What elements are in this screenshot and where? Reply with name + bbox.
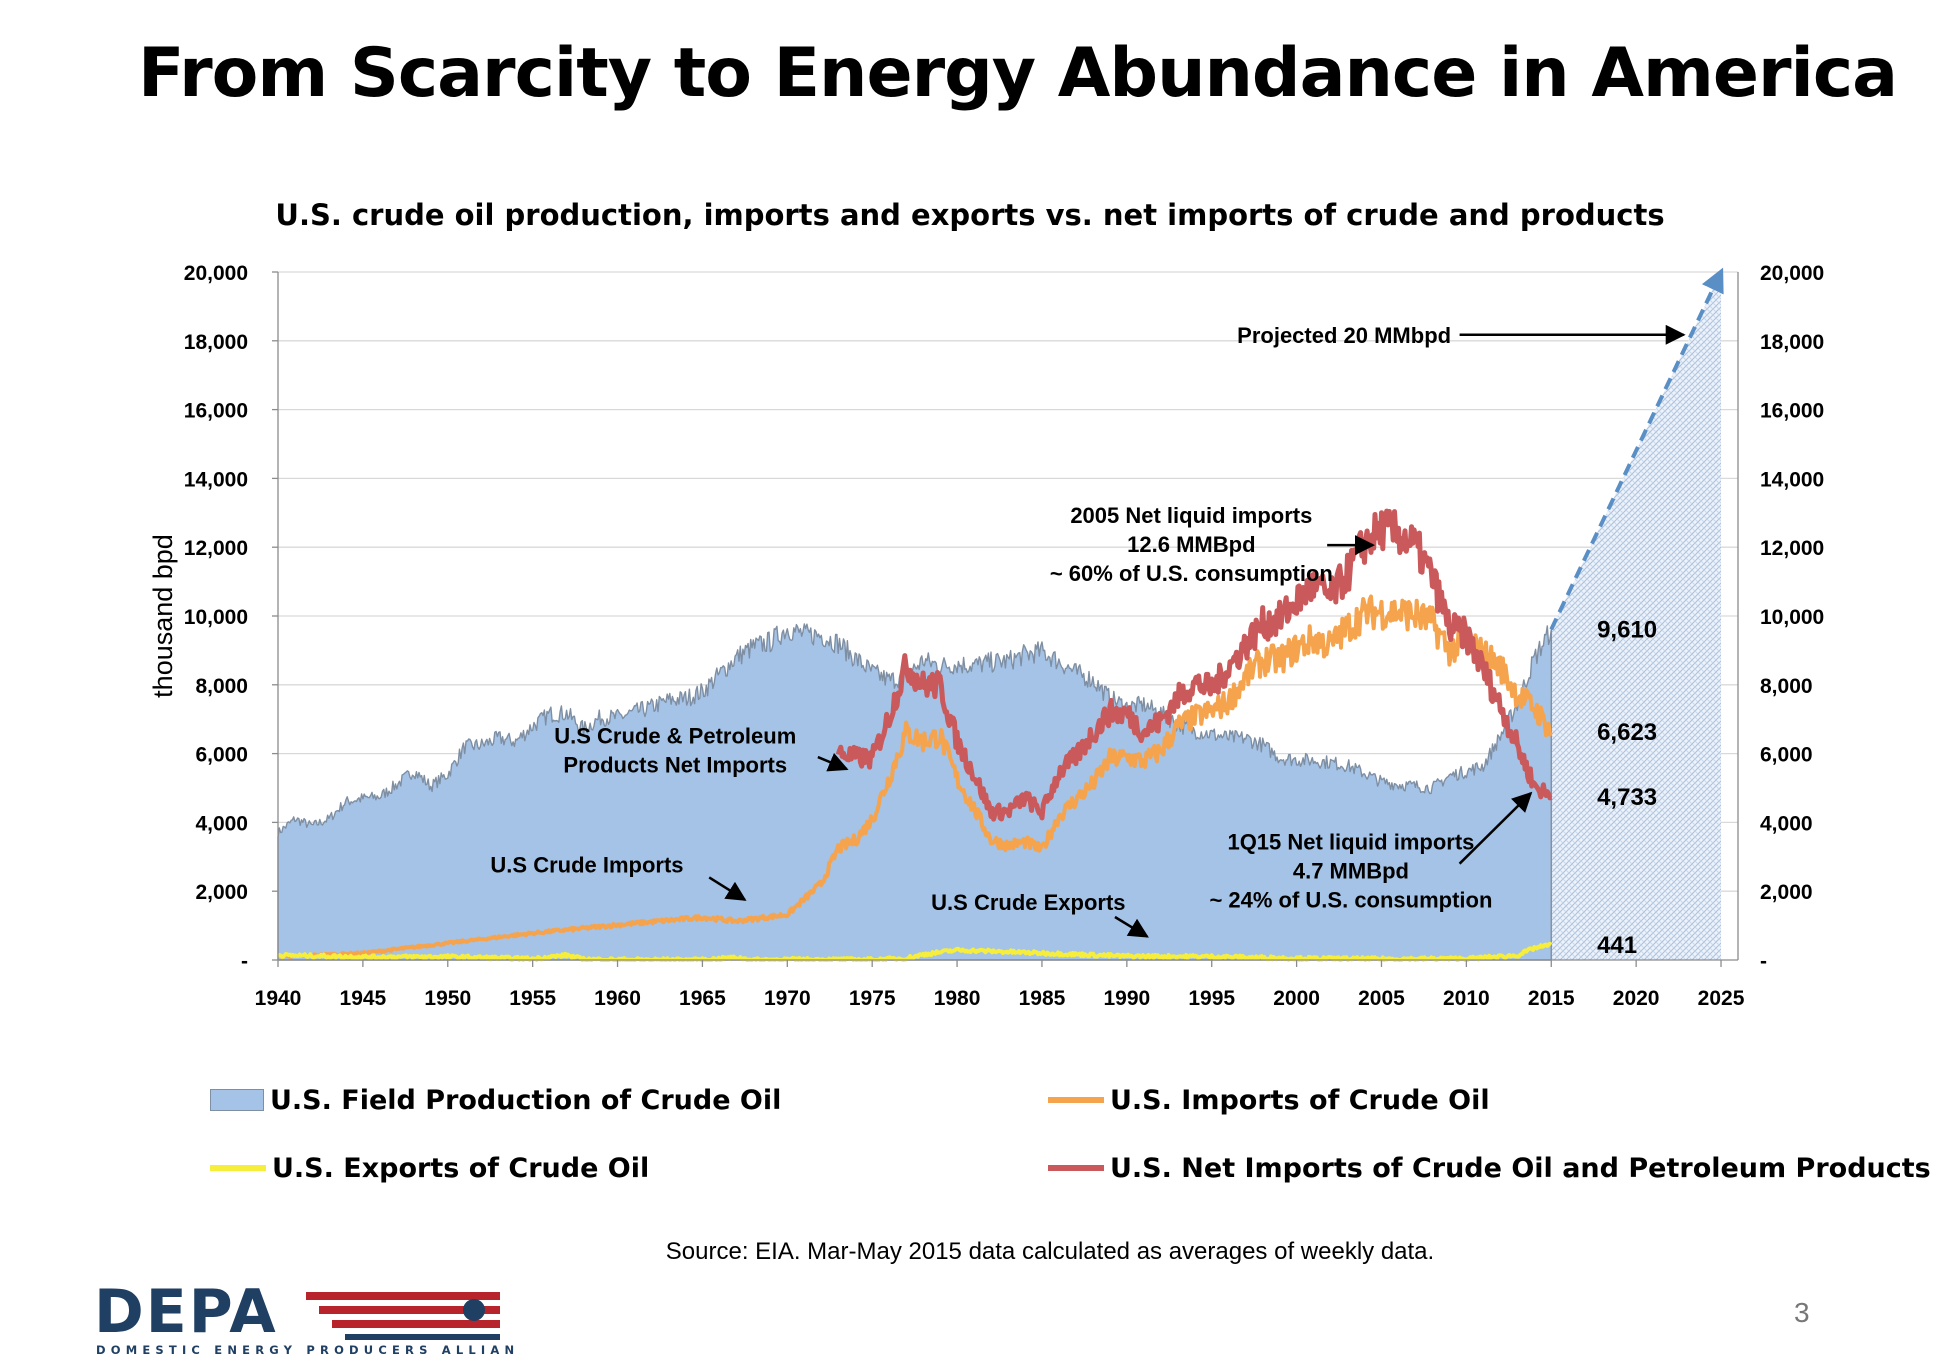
annotation-1q15-line-1: 4.7 MMBpd: [1293, 859, 1409, 884]
data-label-2: 4,733: [1597, 784, 1657, 811]
y-axis-label: thousand bpd: [148, 534, 178, 698]
legend-item-exports: U.S. Exports of Crude Oil: [210, 1150, 649, 1186]
annotation-1q15-line-0: 1Q15 Net liquid imports: [1227, 830, 1474, 855]
annotation-crude-exports-arrow: [1114, 915, 1149, 938]
annotation-crude-exports: U.S Crude Exports: [931, 890, 1125, 915]
page-title: From Scarcity to Energy Abundance in Ame…: [138, 34, 1898, 113]
annotation-crude-imports-arrow: [708, 876, 747, 901]
y-tick-right-18000: 18,000: [1760, 331, 1824, 354]
annotation-projected: Projected 20 MMbpd: [1237, 323, 1451, 348]
y-tick-right-20000: 20,000: [1760, 262, 1824, 285]
y-tick-right-8000: 8,000: [1760, 675, 1813, 698]
legend-label-exports: U.S. Exports of Crude Oil: [272, 1152, 650, 1184]
annotation-net-imports: U.S Crude & Petroleum Products Net Import…: [554, 723, 796, 777]
annotation-2005-peak-line-1: 12.6 MMBpd: [1127, 532, 1255, 557]
x-tick-2010: 2010: [1443, 987, 1490, 1010]
annotation-2005-peak-line-0: 2005 Net liquid imports: [1070, 503, 1312, 528]
x-tick-1965: 1965: [679, 987, 726, 1010]
annotation-2005-peak-line-2: ~ 60% of U.S. consumption: [1050, 561, 1333, 586]
x-tick-1985: 1985: [1019, 987, 1066, 1010]
annotation-1q15-line-2: ~ 24% of U.S. consumption: [1209, 888, 1492, 913]
annotation-1q15: 1Q15 Net liquid imports 4.7 MMBpd ~ 24% of…: [1209, 830, 1492, 913]
data-label-0: 9,610: [1597, 616, 1657, 643]
net-imports-line: [835, 508, 1553, 822]
projection-area: [1551, 272, 1722, 960]
y-tick-right-0: -: [1760, 950, 1767, 973]
y-tick-left-16000: 16,000: [184, 400, 248, 423]
annotation-projected-line-0: Projected 20 MMbpd: [1237, 323, 1451, 348]
legend-item-imports: U.S. Imports of Crude Oil: [1048, 1082, 1490, 1118]
y-tick-right-12000: 12,000: [1760, 537, 1824, 560]
y-tick-right-10000: 10,000: [1760, 606, 1824, 629]
y-tick-left-8000: 8,000: [195, 675, 248, 698]
y-tick-left-4000: 4,000: [195, 812, 248, 835]
y-tick-right-14000: 14,000: [1760, 468, 1824, 491]
y-tick-left-2000: 2,000: [195, 881, 248, 904]
legend-swatch-imports: [1048, 1097, 1104, 1103]
annotation-net-imports-line-0: U.S Crude & Petroleum: [554, 723, 796, 748]
legend-swatch-production: [210, 1089, 264, 1111]
annotation-net-imports-arrow: [817, 752, 849, 772]
y-tick-left-0: -: [241, 950, 248, 973]
logo-flag-stripes: [306, 1292, 500, 1340]
projection-arrow: [1549, 267, 1724, 631]
x-tick-2020: 2020: [1613, 987, 1660, 1010]
y-tick-left-10000: 10,000: [184, 606, 248, 629]
legend-swatch-net-imports: [1048, 1165, 1104, 1171]
x-tick-2015: 2015: [1528, 987, 1575, 1010]
y-tick-left-6000: 6,000: [195, 744, 248, 767]
annotation-crude-imports: U.S Crude Imports: [490, 852, 683, 877]
chart-title: U.S. crude oil production, imports and e…: [275, 198, 1665, 232]
x-tick-1955: 1955: [509, 987, 556, 1010]
production-area: [277, 623, 1552, 961]
y-tick-left-12000: 12,000: [184, 537, 248, 560]
x-tick-1975: 1975: [849, 987, 896, 1010]
annotation-net-imports-line-1: Products Net Imports: [563, 752, 787, 777]
x-tick-1970: 1970: [764, 987, 811, 1010]
legend-item-net-imports: U.S. Net Imports of Crude Oil and Petrol…: [1048, 1150, 1931, 1186]
y-tick-left-20000: 20,000: [184, 262, 248, 285]
x-tick-1950: 1950: [424, 987, 471, 1010]
x-tick-2005: 2005: [1358, 987, 1405, 1010]
annotation-1q15-arrow: [1458, 791, 1533, 865]
legend-label-net-imports: U.S. Net Imports of Crude Oil and Petrol…: [1110, 1152, 1931, 1184]
logo-drop-icon: [463, 1299, 485, 1321]
x-tick-2025: 2025: [1698, 987, 1745, 1010]
x-tick-1980: 1980: [934, 987, 981, 1010]
page-number: 3: [1794, 1297, 1810, 1328]
annotation-crude-exports-line-0: U.S Crude Exports: [931, 890, 1125, 915]
y-tick-right-4000: 4,000: [1760, 812, 1813, 835]
x-tick-2000: 2000: [1273, 987, 1320, 1010]
x-tick-1945: 1945: [340, 987, 387, 1010]
legend-label-imports: U.S. Imports of Crude Oil: [1110, 1084, 1490, 1116]
logo-tagline: DOMESTIC ENERGY PRODUCERS ALLIANCE: [96, 1343, 514, 1356]
annotation-2005-peak: 2005 Net liquid imports 12.6 MMBpd ~ 60% o…: [1050, 503, 1333, 586]
y-tick-right-6000: 6,000: [1760, 744, 1813, 767]
annotation-crude-imports-line-0: U.S Crude Imports: [490, 852, 683, 877]
legend-label-production: U.S. Field Production of Crude Oil: [270, 1084, 782, 1116]
x-tick-1940: 1940: [255, 987, 302, 1010]
depa-logo: DEPA DOMESTIC ENERGY PRODUCERS ALLIANCE: [94, 1280, 514, 1356]
y-tick-right-16000: 16,000: [1760, 400, 1824, 423]
legend-swatch-exports: [210, 1165, 266, 1171]
legend-item-production: U.S. Field Production of Crude Oil: [210, 1082, 781, 1118]
x-tick-1995: 1995: [1188, 987, 1235, 1010]
y-tick-left-18000: 18,000: [184, 331, 248, 354]
logo-wordmark: DEPA: [94, 1280, 278, 1347]
x-tick-1960: 1960: [594, 987, 641, 1010]
y-tick-right-2000: 2,000: [1760, 881, 1813, 904]
x-tick-1990: 1990: [1103, 987, 1150, 1010]
data-label-1: 6,623: [1597, 719, 1657, 746]
data-label-3: 441: [1597, 932, 1637, 959]
imports-line: [277, 594, 1554, 960]
y-tick-left-14000: 14,000: [184, 468, 248, 491]
source-note: Source: EIA. Mar-May 2015 data calculate…: [665, 1238, 1435, 1265]
